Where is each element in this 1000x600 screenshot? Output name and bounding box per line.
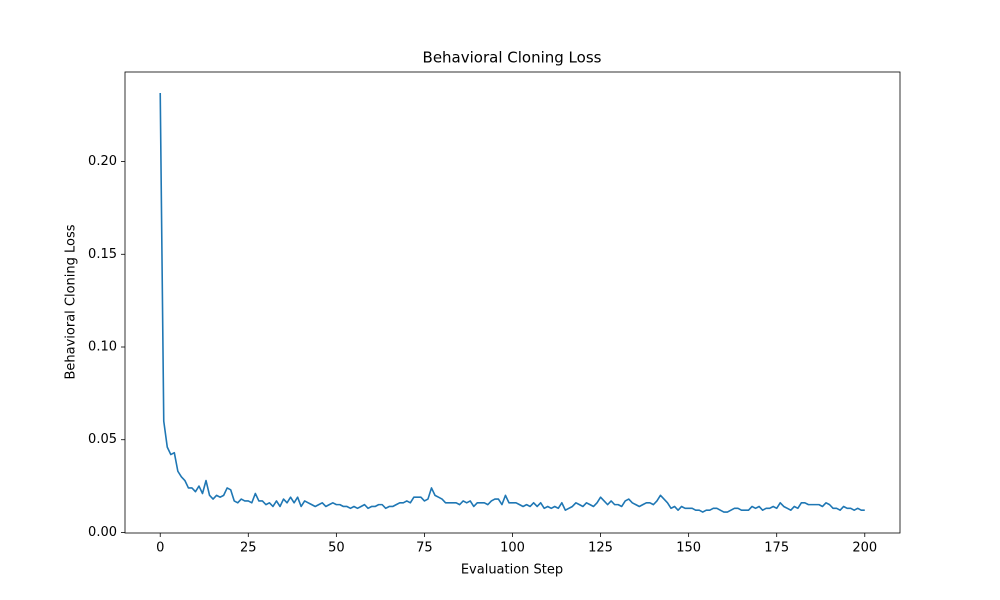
y-axis-label: Behavioral Cloning Loss <box>64 224 79 379</box>
x-axis-label: Evaluation Step <box>461 563 563 578</box>
y-tick-label: 0.15 <box>88 247 117 262</box>
x-tick-label: 50 <box>328 541 345 556</box>
y-tick-label: 0.20 <box>88 154 117 169</box>
data-line <box>159 92 865 513</box>
y-tick-label: 0.00 <box>88 525 117 540</box>
x-tick-label: 75 <box>416 541 433 556</box>
x-tick-label: 125 <box>588 541 613 556</box>
chart-title: Behavioral Cloning Loss <box>423 49 602 67</box>
x-tick-label: 0 <box>156 541 164 556</box>
x-tick-label: 100 <box>500 541 525 556</box>
x-tick-label: 200 <box>852 541 877 556</box>
y-tick-label: 0.05 <box>88 432 117 447</box>
y-tick-label: 0.10 <box>88 340 117 355</box>
x-tick-label: 25 <box>240 541 257 556</box>
plot-frame <box>124 71 901 534</box>
x-tick-label: 175 <box>764 541 789 556</box>
x-tick-label: 150 <box>676 541 701 556</box>
